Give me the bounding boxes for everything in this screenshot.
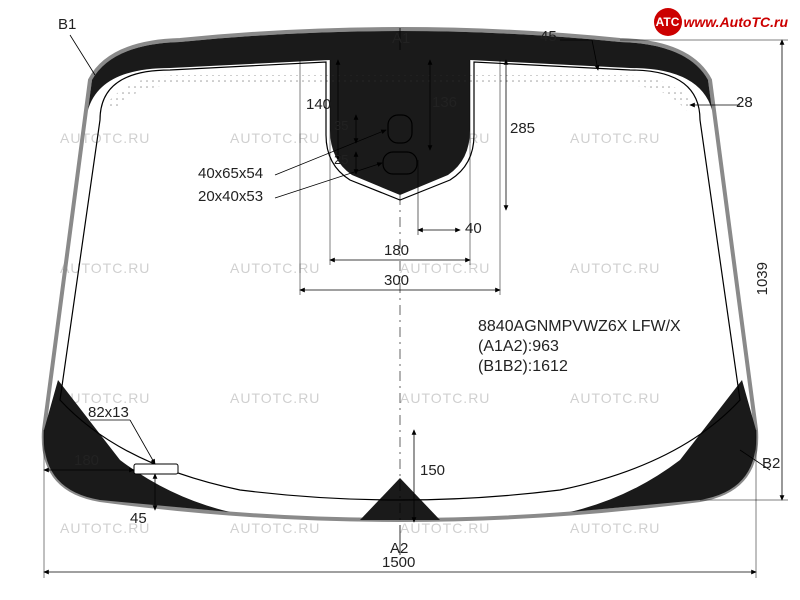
dim-140: 140 (306, 96, 331, 113)
part-code: 8840AGNMPVWZ6X LFW/X (478, 318, 681, 336)
dim-180a: 180 (384, 242, 409, 259)
label-a1: A1 (392, 30, 410, 47)
part-l1: (A1A2):963 (478, 338, 559, 356)
dim-1039: 1039 (754, 262, 771, 295)
dim-40x65x54: 40x65x54 (198, 165, 263, 182)
dim-285: 285 (510, 120, 535, 137)
label-b1: B1 (58, 16, 76, 33)
dim-82x13: 82x13 (88, 404, 129, 421)
windshield-diagram (0, 0, 800, 600)
dim-35: 35 (334, 118, 348, 133)
dim-40: 40 (465, 220, 482, 237)
label-b2: B2 (762, 455, 780, 472)
dim-25: 25 (334, 152, 348, 167)
dim-300: 300 (384, 272, 409, 289)
dim-136: 136 (432, 94, 457, 111)
dim-1500: 1500 (382, 554, 415, 571)
dim-180b: 180 (74, 452, 99, 469)
dim-28: 28 (736, 94, 753, 111)
part-l2: (B1B2):1612 (478, 358, 568, 376)
dim-150: 150 (420, 462, 445, 479)
dim-45a: 45 (540, 28, 557, 45)
dim-45b: 45 (130, 510, 147, 527)
dim-20x40x53: 20x40x53 (198, 188, 263, 205)
